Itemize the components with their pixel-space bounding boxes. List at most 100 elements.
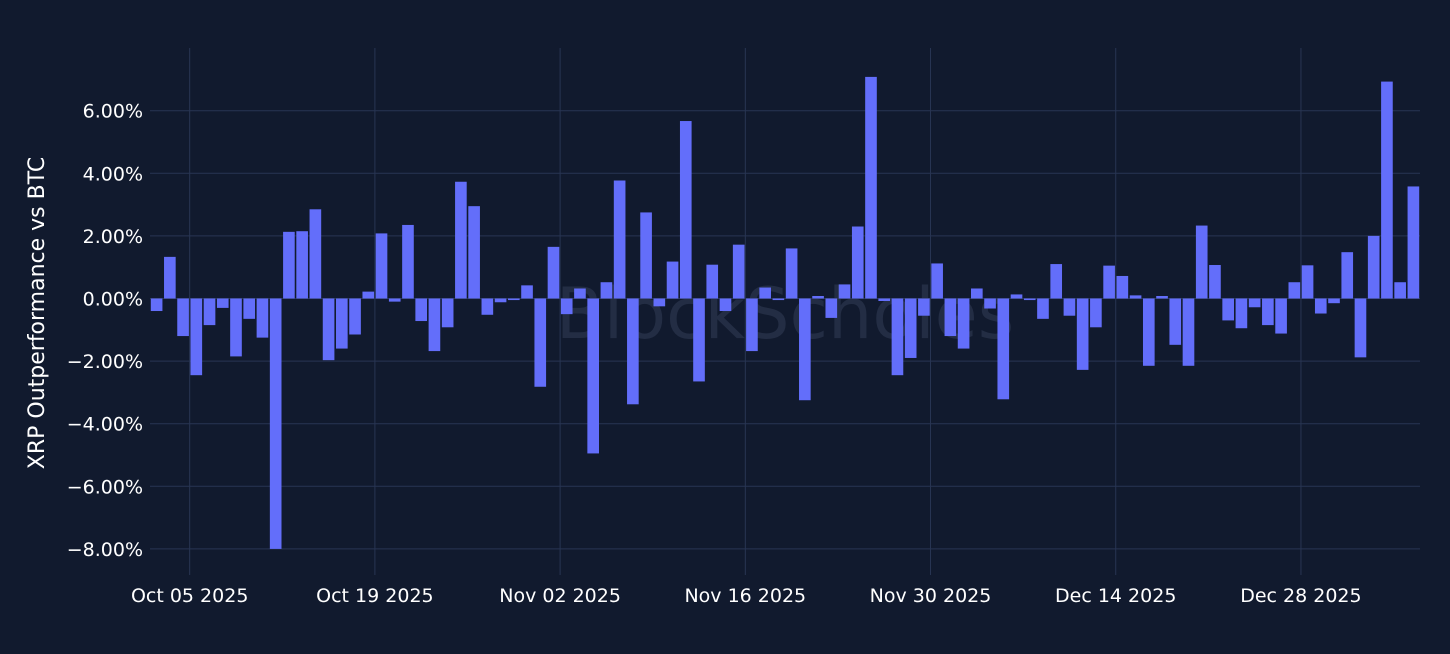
x-tick-label: Dec 28 2025 <box>1240 585 1361 607</box>
bar <box>1169 298 1182 345</box>
bar <box>1248 298 1261 308</box>
bar <box>653 298 666 307</box>
bar <box>918 298 930 316</box>
bar <box>984 298 996 309</box>
bar <box>1235 298 1248 329</box>
bar <box>1090 298 1102 328</box>
bar <box>759 287 771 299</box>
bar <box>1275 298 1287 334</box>
bar <box>269 298 282 549</box>
bar <box>1195 225 1208 299</box>
grid-layer <box>150 48 1420 575</box>
bar <box>904 298 917 358</box>
bar <box>494 298 507 303</box>
bar <box>336 298 348 349</box>
bar <box>150 298 163 312</box>
x-tick-label: Nov 16 2025 <box>684 585 806 607</box>
bar <box>732 244 745 299</box>
bar <box>560 298 573 315</box>
bar <box>613 180 626 299</box>
bar <box>1301 265 1314 299</box>
bar <box>1381 81 1393 299</box>
bar <box>1037 298 1049 319</box>
bar <box>1209 265 1221 299</box>
bar <box>878 298 891 302</box>
x-axis: Oct 05 2025 Oct 19 2025 Nov 02 2025 Nov 16 … <box>131 585 1362 607</box>
bar <box>971 288 983 299</box>
bar <box>203 298 216 326</box>
bar <box>931 263 943 299</box>
bar <box>507 298 520 301</box>
bar <box>679 121 692 299</box>
bar <box>1010 294 1023 299</box>
y-axis-title: XRP Outperformance vs BTC <box>25 157 50 469</box>
bar <box>243 298 256 319</box>
x-tick-label: Oct 05 2025 <box>131 585 248 607</box>
bar <box>666 261 679 299</box>
bar <box>428 298 441 352</box>
bar <box>296 231 308 299</box>
bar <box>587 298 599 454</box>
bar <box>190 298 203 376</box>
y-tick-label: −4.00% <box>67 414 143 436</box>
bar <box>534 298 547 387</box>
bar <box>283 231 295 299</box>
bar <box>1262 298 1274 326</box>
bar <box>402 224 414 299</box>
bar <box>772 298 785 301</box>
bar <box>944 298 957 337</box>
y-tick-label: −8.00% <box>67 539 143 561</box>
bar <box>375 233 388 299</box>
bar <box>1407 186 1420 299</box>
bar <box>468 206 480 299</box>
bar <box>1063 298 1076 316</box>
y-tick-label: −2.00% <box>67 351 143 373</box>
bar <box>547 246 560 299</box>
bar <box>574 288 586 299</box>
bars-layer <box>150 76 1420 549</box>
bar <box>309 209 322 299</box>
bar <box>481 298 494 315</box>
bar <box>799 298 811 401</box>
bar <box>455 181 467 299</box>
bar <box>1023 298 1036 301</box>
y-tick-label: 0.00% <box>83 289 143 311</box>
bar <box>997 298 1010 400</box>
y-tick-label: 4.00% <box>83 163 143 185</box>
bar <box>1394 282 1406 299</box>
bar <box>1116 275 1129 299</box>
x-tick-label: Oct 19 2025 <box>316 585 433 607</box>
bar <box>1222 298 1234 321</box>
x-tick-label: Nov 30 2025 <box>870 585 992 607</box>
bar <box>1129 295 1142 299</box>
bar <box>693 298 705 382</box>
y-tick-label: 2.00% <box>83 226 143 248</box>
bar <box>746 298 758 352</box>
bar <box>600 282 613 299</box>
bar <box>230 298 242 357</box>
bar <box>521 285 533 299</box>
bar <box>256 298 269 338</box>
bar <box>415 298 428 322</box>
bar <box>785 248 798 299</box>
bar <box>838 284 851 299</box>
bar <box>388 298 401 302</box>
bar <box>349 298 361 335</box>
bar <box>812 295 824 299</box>
bar <box>441 298 454 328</box>
x-tick-label: Dec 14 2025 <box>1055 585 1176 607</box>
bar <box>706 264 719 299</box>
bar <box>825 298 838 318</box>
bar <box>1076 298 1089 370</box>
bar <box>627 298 639 405</box>
bar <box>1050 264 1063 299</box>
bar <box>1367 235 1380 299</box>
bar <box>1156 295 1168 299</box>
x-tick-label: Nov 02 2025 <box>499 585 621 607</box>
bar <box>719 298 732 312</box>
bar <box>640 212 652 299</box>
y-tick-label: 6.00% <box>83 101 143 123</box>
bar <box>1288 282 1301 299</box>
